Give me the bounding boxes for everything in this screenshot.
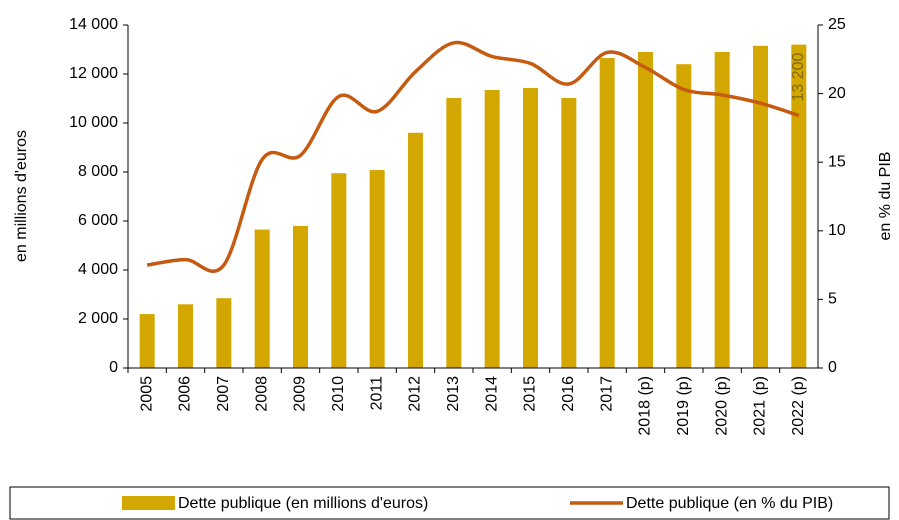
x-tick-label: 2019 (p): [675, 376, 692, 436]
bar: [638, 51, 653, 368]
bar: [484, 89, 500, 369]
x-tick-label: 2021 (p): [752, 376, 769, 436]
y-tick-label: 4 000: [78, 261, 118, 278]
bar: [369, 170, 385, 368]
x-tick-label: 2014: [483, 376, 500, 412]
bar: [676, 64, 692, 368]
x-tick-label: 2022 (p): [790, 376, 807, 436]
x-tick-label: 2012: [407, 376, 424, 412]
x-tick-label: 2020 (p): [713, 376, 730, 436]
x-tick-label: 2016: [560, 376, 577, 412]
y-tick-label: 6 000: [78, 212, 118, 229]
y-tick-label: 12 000: [69, 65, 118, 82]
bar: [254, 229, 270, 368]
y2-tick-label: 25: [828, 16, 846, 33]
bar: [331, 173, 347, 368]
legend-label: Dette publique (en % du PIB): [626, 495, 833, 512]
bar: [561, 98, 577, 368]
x-tick-label: 2005: [138, 376, 155, 412]
legend-box: [9, 486, 890, 520]
y-tick-label: 14 000: [69, 16, 118, 33]
x-tick-label: 2015: [522, 376, 539, 412]
y2-tick-label: 5: [828, 291, 837, 308]
bar: [139, 314, 155, 368]
data-label: 13 200: [790, 52, 807, 101]
y-tick-label: 8 000: [78, 163, 118, 180]
bar: [714, 51, 730, 368]
bar: [446, 98, 462, 368]
x-tick-label: 2008: [253, 376, 270, 412]
x-tick-label: 2017: [598, 376, 615, 412]
x-tick-label: 2009: [292, 376, 309, 412]
y2-tick-label: 20: [828, 85, 846, 102]
y-tick-label: 2 000: [78, 310, 118, 327]
y2-tick-label: 10: [828, 222, 846, 239]
legend-swatch: [122, 496, 175, 510]
x-tick-label: 2018 (p): [637, 376, 654, 436]
y2-axis-label: en % du PIB: [877, 152, 894, 241]
bar: [523, 87, 538, 368]
x-tick-label: 2007: [215, 376, 232, 412]
y2-tick-label: 0: [828, 359, 837, 376]
x-tick-label: 2011: [368, 376, 385, 411]
legend-label: Dette publique (en millions d'euros): [178, 495, 428, 512]
x-tick-label: 2013: [445, 376, 462, 412]
bar: [599, 58, 615, 368]
y2-tick-label: 15: [828, 153, 846, 170]
bar: [408, 132, 423, 368]
bar: [791, 44, 807, 368]
line: [146, 40, 800, 274]
y-axis-label: en millions d'euros: [13, 130, 30, 262]
bar: [753, 45, 768, 368]
x-tick-label: 2006: [177, 376, 194, 412]
bar: [178, 304, 193, 368]
y-tick-label: 0: [109, 359, 118, 376]
y-tick-label: 10 000: [69, 114, 118, 131]
bar: [293, 225, 308, 368]
bar: [216, 298, 232, 368]
x-tick-label: 2010: [330, 376, 347, 412]
